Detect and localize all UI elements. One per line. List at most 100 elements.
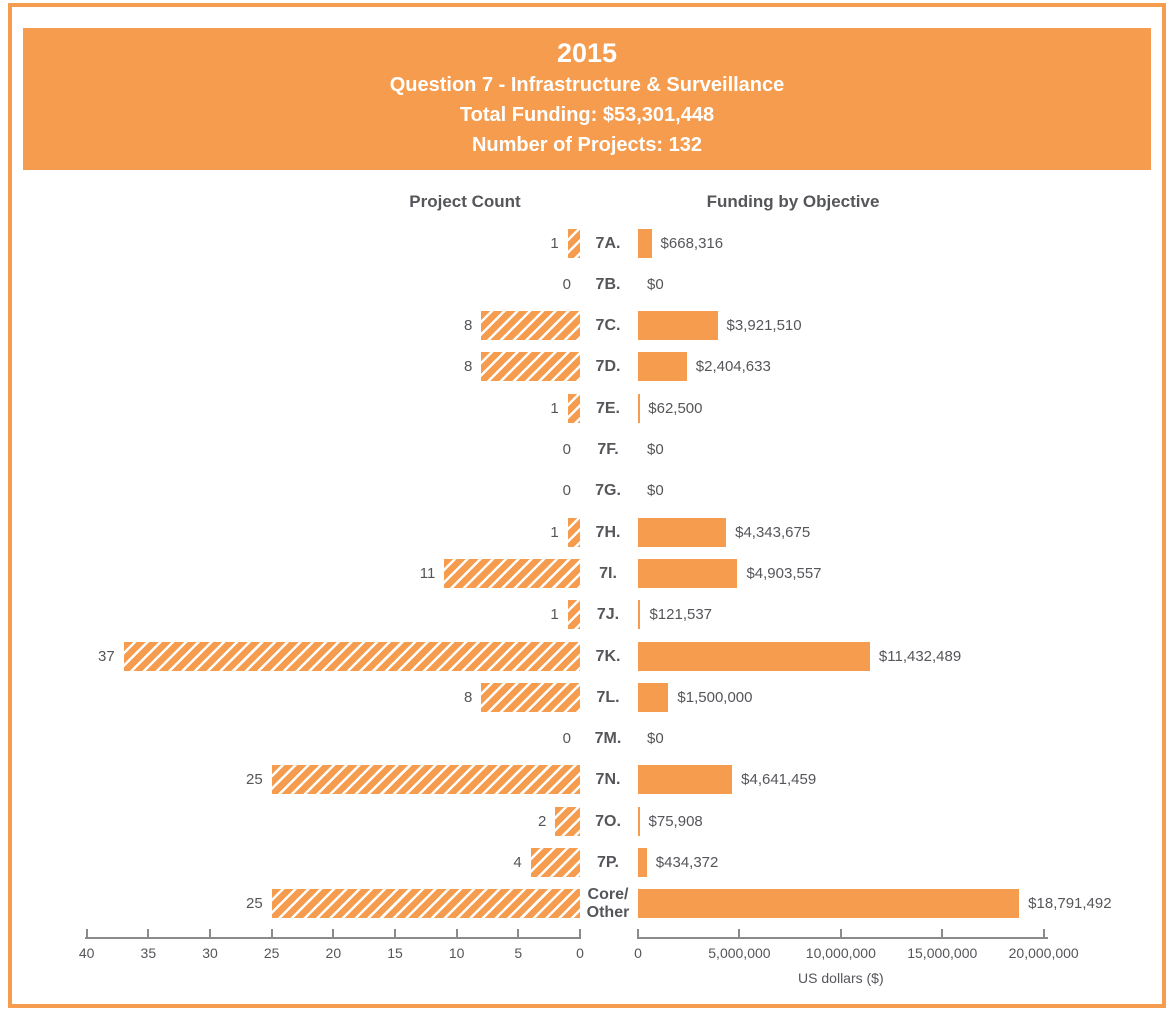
left-axis-tick-label: 10 [448,945,465,961]
left-axis-tick-label: 40 [78,945,95,961]
category-label: 7L. [596,688,620,706]
project-count-value: 37 [98,647,115,665]
left-axis-tick-label: 35 [140,945,157,961]
left-axis-tick-label: 5 [514,945,523,961]
project-count-value: 8 [464,358,473,376]
funding-bar [638,889,1020,919]
project-count-value: 0 [562,730,571,748]
project-count-value: 1 [550,523,559,541]
left-axis-tick [394,929,396,937]
funding-bar [638,641,870,671]
funding-bar [638,228,652,258]
funding-value: $0 [647,441,664,458]
project-count-bar [271,765,580,795]
header-total-funding: Total Funding: $53,301,448 [459,103,715,126]
category-label: 7K. [595,647,621,665]
funding-bar [638,806,640,836]
funding-value: $11,432,489 [878,647,962,665]
project-count-bar [123,641,580,671]
funding-value: $668,316 [660,234,724,252]
left-axis-tick [455,929,458,937]
category-label: 7H. [595,523,621,541]
project-count-bar [444,558,580,588]
header-project-count: Number of Projects: 132 [471,133,703,156]
project-count-value: 8 [464,688,473,706]
right-axis-tick [941,929,944,937]
right-axis-line [637,937,1048,939]
project-count-value: 25 [246,771,263,789]
category-label: 7D. [595,358,621,376]
funding-value: $62,500 [648,399,703,417]
funding-value: $0 [647,482,664,500]
x-axis-unit-label: US dollars ($) [798,970,884,986]
header-band: 2015 Question 7 - Infrastructure & Surve… [23,28,1151,170]
funding-value: $1,500,000 [677,688,753,706]
project-count-bar [481,352,580,382]
left-axis-tick [147,929,150,937]
category-label: 7J. [596,606,620,624]
project-count-value: 0 [562,275,571,293]
category-label: 7G. [595,482,621,500]
project-count-bar [481,682,580,712]
category-label: Core/ Other [586,885,630,921]
category-label: 7B. [595,275,621,293]
left-axis-tick [579,929,581,937]
left-axis-tick [332,929,335,937]
left-axis-tick [85,929,88,937]
category-label: 7M. [594,730,622,748]
project-count-bar [271,889,580,919]
project-count-value: 1 [550,234,559,252]
funding-value: $2,404,633 [695,358,771,376]
left-axis-tick [517,929,520,937]
right-axis-tick-label: 0 [634,945,642,961]
category-label: 7O. [595,812,621,830]
header-subtitle: Question 7 - Infrastructure & Surveillan… [389,73,785,96]
right-axis-tick [839,929,842,937]
funding-value: $121,537 [649,606,713,624]
project-count-bar [567,228,580,258]
project-count-value: 4 [513,854,522,871]
project-count-value: 0 [562,441,571,458]
left-chart-title: Project Count [409,192,521,211]
right-axis-tick [1042,929,1045,937]
category-label: 7A. [595,234,621,252]
category-label: 7E. [595,399,620,417]
project-count-value: 8 [464,317,473,335]
project-count-bar [567,600,580,630]
category-label: 7N. [595,771,621,789]
funding-bar [638,682,669,712]
project-count-bar [481,311,580,341]
left-axis-tick [270,929,273,937]
header-year: 2015 [556,38,618,69]
left-axis-tick-label: 25 [263,945,280,961]
left-axis-tick-label: 20 [325,945,342,961]
right-chart-title: Funding by Objective [706,192,880,211]
funding-value: $4,641,459 [741,771,817,789]
left-axis-tick-label: 30 [202,945,218,961]
funding-value: $0 [647,730,664,748]
right-axis-tick [738,929,741,937]
funding-bar [638,848,647,877]
right-axis-tick-label: 10,000,000 [805,945,876,961]
left-axis-tick [209,929,211,937]
project-count-value: 1 [550,606,559,624]
funding-bar [638,517,727,547]
funding-bar [638,393,640,423]
funding-bar [638,600,641,630]
project-count-bar [567,517,580,547]
funding-value: $434,372 [655,854,719,871]
left-axis-tick-label: 15 [387,945,403,961]
funding-bar [638,352,687,382]
funding-value: $0 [647,275,664,293]
project-count-value: 1 [550,399,559,417]
category-label: 7F. [597,441,619,458]
left-axis-tick-label: 0 [576,945,584,961]
funding-value: $4,903,557 [746,564,822,582]
funding-bar [638,311,718,341]
project-count-value: 2 [538,812,547,830]
right-axis-tick-label: 20,000,000 [1008,945,1079,961]
funding-value: $3,921,510 [726,317,802,335]
funding-value: $4,343,675 [735,523,811,541]
project-count-bar [530,848,580,877]
